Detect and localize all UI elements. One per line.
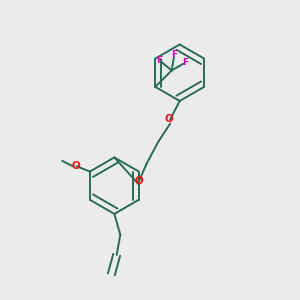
Text: F: F xyxy=(171,50,177,59)
Text: O: O xyxy=(165,114,173,124)
Text: F: F xyxy=(157,56,163,65)
Text: O: O xyxy=(134,176,143,186)
Text: F: F xyxy=(182,58,188,67)
Text: O: O xyxy=(71,161,80,171)
